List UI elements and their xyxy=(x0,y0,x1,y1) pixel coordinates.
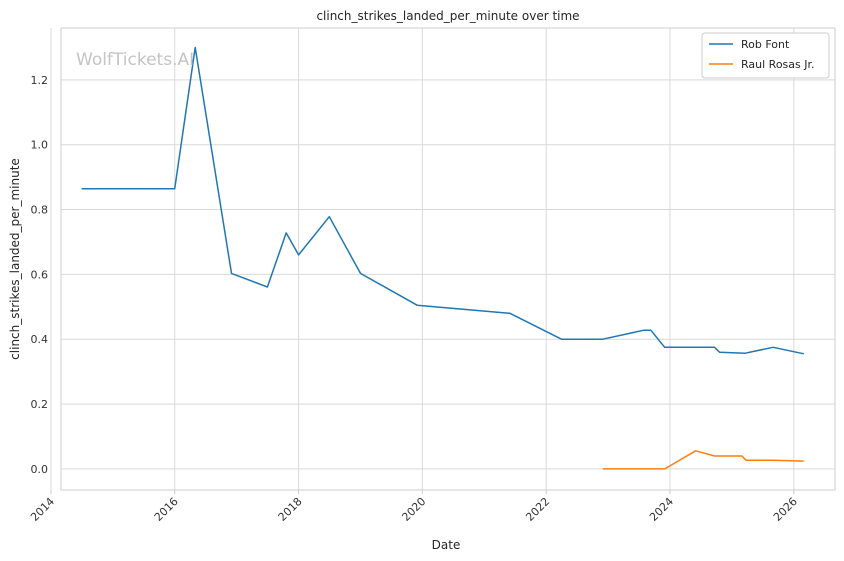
x-tick-label: 2022 xyxy=(523,495,552,524)
legend-label-rob-font: Rob Font xyxy=(741,38,790,51)
grid-lines xyxy=(50,28,835,490)
x-tick-label: 2018 xyxy=(276,495,305,524)
x-tick-labels: 2014 2016 2018 2020 2022 2024 2026 xyxy=(28,490,800,524)
legend-label-raul-rosas: Raul Rosas Jr. xyxy=(741,58,815,71)
x-tick-label: 2020 xyxy=(399,495,428,524)
x-tick-label: 2024 xyxy=(647,495,676,524)
x-tick-label: 2016 xyxy=(152,495,181,524)
legend-box xyxy=(701,32,830,79)
y-tick-label: 0.0 xyxy=(31,463,49,476)
watermark-text: WolfTickets.AI xyxy=(76,50,194,70)
legend: Rob Font Raul Rosas Jr. xyxy=(701,32,830,79)
series-line-rob-font xyxy=(81,46,804,355)
y-tick-label: 0.8 xyxy=(31,204,49,217)
plot-area xyxy=(60,27,836,491)
y-tick-label: 0.6 xyxy=(31,268,49,281)
x-tick-label: 2026 xyxy=(771,495,800,524)
y-tick-label: 1.2 xyxy=(31,74,49,87)
chart-title: clinch_strikes_landed_per_minute over ti… xyxy=(316,9,579,23)
y-tick-labels: 0.0 0.2 0.4 0.6 0.8 1.0 1.2 xyxy=(31,74,49,476)
y-tick-label: 0.4 xyxy=(31,333,49,346)
y-axis-label: clinch_strikes_landed_per_minute xyxy=(8,158,22,360)
y-tick-label: 1.0 xyxy=(31,139,49,152)
series-lines xyxy=(81,46,804,470)
x-axis-label: Date xyxy=(432,538,461,552)
y-tick-label: 0.2 xyxy=(31,398,49,411)
x-tick-label: 2014 xyxy=(28,495,57,524)
series-line-raul-rosas xyxy=(602,450,804,470)
